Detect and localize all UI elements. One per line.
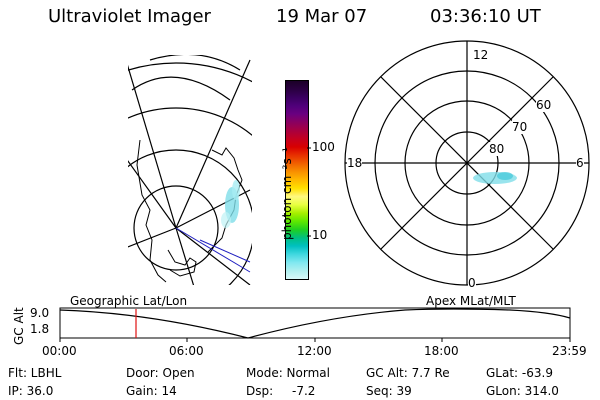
lat-circle (133, 185, 219, 271)
lat-circle (128, 62, 252, 83)
dsp-label: Dsp: (246, 384, 274, 398)
seq-info: Seq: 39 (366, 384, 412, 398)
track-line (175, 227, 251, 273)
colorbar-tick-100: 100 (312, 140, 335, 154)
lon-line (175, 227, 195, 285)
lon-line (128, 64, 177, 229)
mlt-label-12: 12 (473, 48, 489, 62)
aurora-patch (497, 172, 513, 180)
time-label: 03:36:10 UT (430, 6, 541, 27)
left-panel-label: Geographic Lat/Lon (70, 294, 188, 308)
mlt-label-6: 6 (576, 156, 584, 170)
altitude-curve (59, 308, 571, 339)
lat-label-80: 80 (489, 142, 505, 156)
right-panel-label: Apex MLat/MLT (426, 294, 516, 308)
lat-label-70: 70 (512, 120, 528, 134)
timeline-ytick-bottom: 1.8 (30, 322, 50, 336)
lat-circle (128, 107, 252, 136)
lon-line (175, 227, 251, 285)
mlt-label-0: 0 (468, 276, 476, 290)
lon-line (128, 227, 177, 248)
x-tick-1800: 18:00 (424, 344, 459, 358)
timeline-ytick-top: 9.0 (30, 306, 50, 320)
mlt-label-18: 18 (347, 156, 363, 170)
lat-label-60: 60 (536, 98, 552, 112)
glon-info: GLon: 314.0 (486, 384, 559, 398)
door-info: Door: Open (126, 366, 195, 380)
mode-info: Mode: Normal (246, 366, 330, 380)
lon-line (175, 59, 251, 229)
x-tick-0600: 06:00 (169, 344, 204, 358)
flt-info: Flt: LBHL (8, 366, 62, 380)
aurora-patch (221, 212, 231, 228)
track-line (199, 239, 251, 263)
gain-info: Gain: 14 (126, 384, 177, 398)
aurora-patch (232, 180, 240, 200)
gcalt-info: GC Alt: 7.7 Re (366, 366, 450, 380)
x-tick-2359: 23:59 (552, 344, 587, 358)
date-label: 19 Mar 07 (276, 6, 368, 27)
instrument-title: Ultraviolet Imager (48, 6, 211, 27)
lon-line (128, 160, 177, 229)
colorbar (285, 80, 309, 280)
x-tick-1200: 12:00 (297, 344, 332, 358)
dsp-value: -7.2 (292, 384, 316, 398)
outer-arc (131, 76, 231, 101)
lat-circle (128, 149, 252, 285)
ip-info: IP: 36.0 (8, 384, 54, 398)
glat-info: GLat: -63.9 (486, 366, 553, 380)
outer-arc (149, 55, 241, 71)
colorbar-tick-10: 10 (312, 228, 328, 242)
x-tick-0000: 00:00 (42, 344, 77, 358)
